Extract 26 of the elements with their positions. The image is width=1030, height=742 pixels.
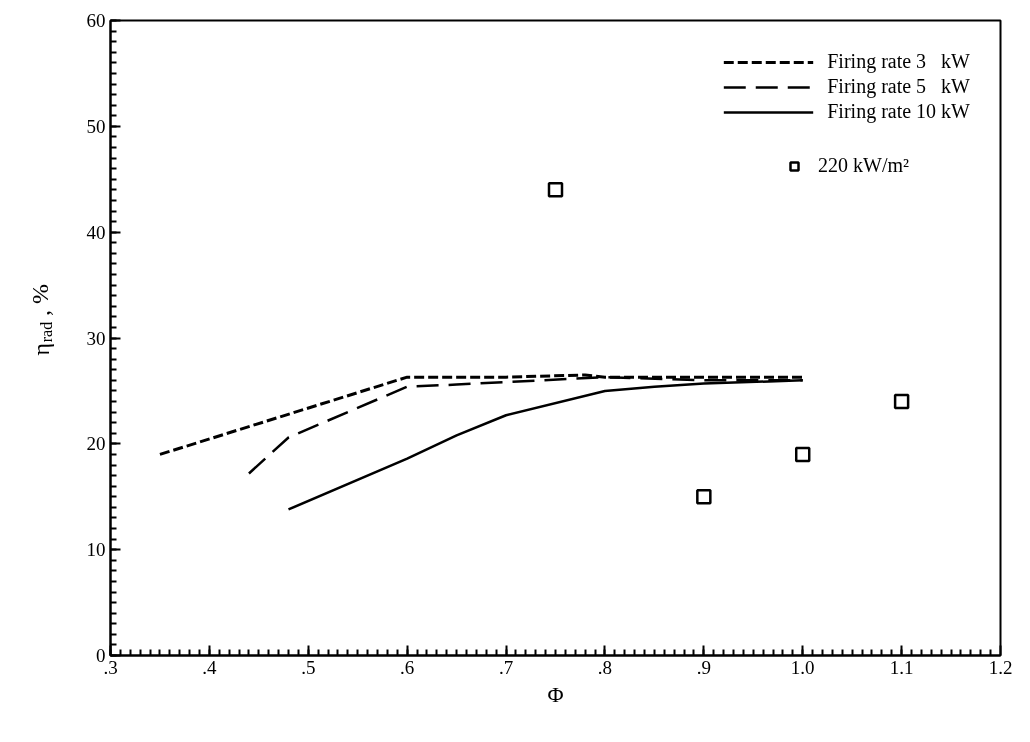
legend-label: Firing rate 3 kW <box>827 50 970 73</box>
y-tick-label: 0 <box>96 645 106 666</box>
y-tick-label: 50 <box>86 115 106 137</box>
legend-label: Firing rate 5 kW <box>827 75 970 98</box>
x-axis-title: Φ <box>547 681 564 707</box>
y-axis-title: ηrad, % <box>27 283 55 356</box>
y-tick-label: 60 <box>86 10 106 31</box>
y-tick-label: 10 <box>86 539 106 561</box>
point <box>547 182 564 198</box>
point <box>794 446 811 463</box>
legend-label: 220 kW/m² <box>818 154 909 177</box>
x-tick-label: .6 <box>400 656 415 678</box>
x-tick-label: .7 <box>498 656 514 678</box>
x-tick-label: .8 <box>597 656 613 678</box>
x-tick-label: .4 <box>202 656 218 678</box>
point <box>696 489 712 505</box>
point <box>893 393 910 410</box>
y-tick-label: 30 <box>86 327 106 349</box>
x-tick-label: .5 <box>301 656 316 678</box>
y-tick-label: 20 <box>86 433 106 455</box>
y-tick-label: 40 <box>86 221 106 243</box>
x-tick-label: .9 <box>696 656 711 678</box>
x-tick-label: 1.0 <box>790 656 815 678</box>
legend-label: Firing rate 10 kW <box>827 100 970 123</box>
x-tick-label: 1.1 <box>889 656 914 678</box>
x-tick-label: 1.2 <box>988 656 1013 678</box>
